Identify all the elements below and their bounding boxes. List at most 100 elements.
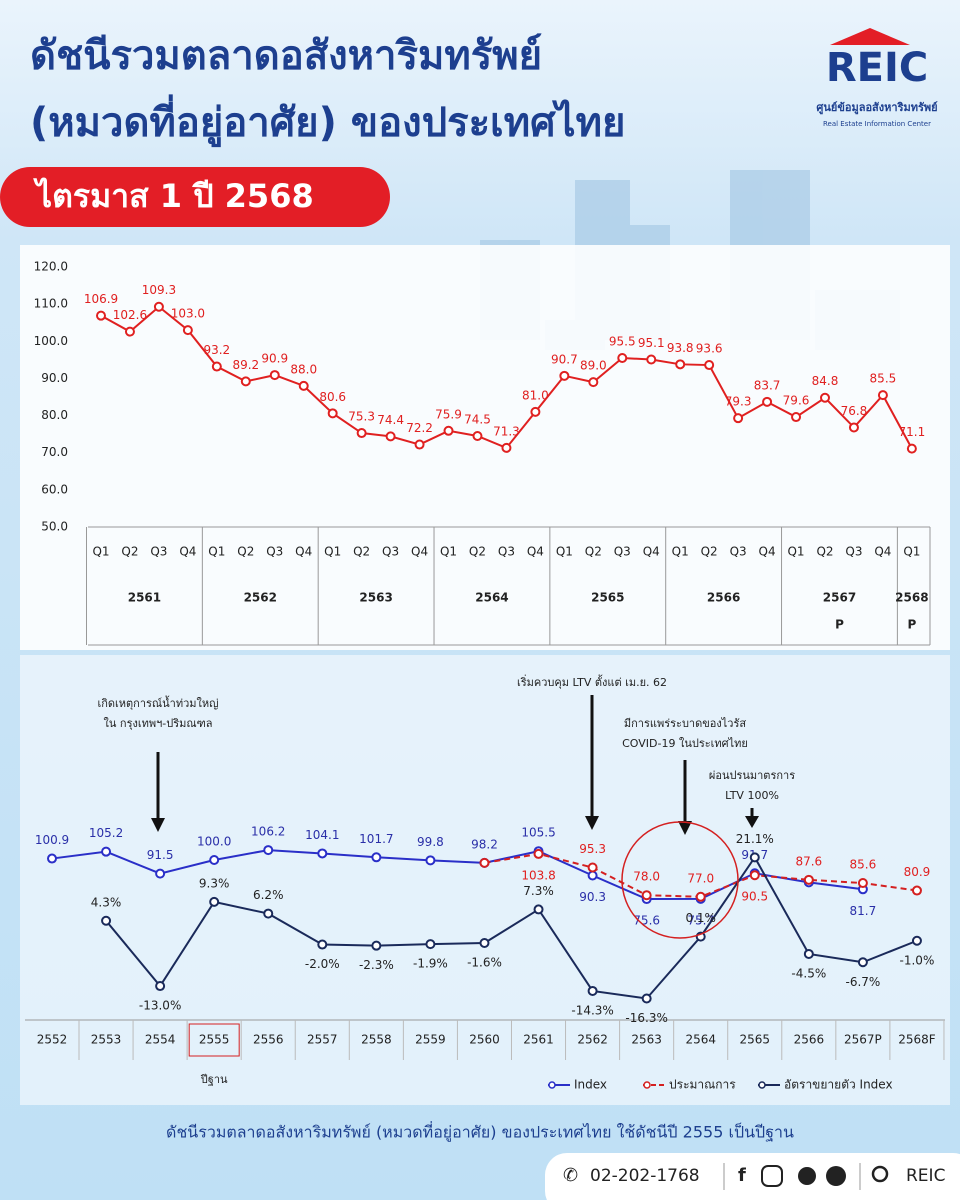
data-point xyxy=(695,891,706,902)
data-point xyxy=(263,845,274,856)
x-tick-label: 2563 xyxy=(631,1033,662,1047)
x-tick-label: Q3 xyxy=(730,545,747,559)
data-label: -16.3% xyxy=(625,1011,667,1025)
data-label: 72.2 xyxy=(406,421,433,435)
period-badge xyxy=(0,167,390,227)
annotation: มีการแพร่ระบาดของไวรัส xyxy=(624,717,746,730)
y-tick-label: 90.0 xyxy=(41,371,68,385)
x-tick-label: 2559 xyxy=(415,1033,446,1047)
group-note: P xyxy=(907,618,916,632)
x-tick-label: Q4 xyxy=(411,545,428,559)
logo-roof xyxy=(830,28,910,45)
arrow-head xyxy=(678,821,692,835)
data-point xyxy=(857,957,868,968)
legend-label: อัตราขยายตัว Index xyxy=(784,1078,893,1092)
data-label: -6.7% xyxy=(845,975,880,989)
instagram-icon[interactable] xyxy=(761,1165,783,1187)
data-label: 85.5 xyxy=(870,372,897,386)
y-tick-label: 60.0 xyxy=(41,482,68,496)
data-point xyxy=(559,370,570,381)
title: (หมวดที่อยู่อาศัย) ของประเทศไทย xyxy=(30,94,625,147)
data-label: -2.3% xyxy=(359,958,394,972)
y-tick-label: 120.0 xyxy=(34,260,68,274)
data-label: 95.1 xyxy=(638,336,665,350)
data-point xyxy=(240,376,251,387)
data-point xyxy=(371,940,382,951)
data-label: 98.2 xyxy=(471,837,498,851)
data-label: 100.9 xyxy=(35,833,69,847)
period: ไตรมาส 1 ปี 2568 xyxy=(33,177,314,215)
x-tick-label: 2557 xyxy=(307,1033,338,1047)
data-point xyxy=(155,868,166,879)
data-label: 7.3% xyxy=(523,884,554,898)
data-point xyxy=(906,443,917,454)
data-point xyxy=(124,326,135,337)
data-label: 89.2 xyxy=(232,358,259,372)
data-point xyxy=(317,848,328,859)
data-point xyxy=(356,428,367,439)
x-tick-label: Q2 xyxy=(701,545,718,559)
x-tick-label: 2562 xyxy=(577,1033,608,1047)
logo-th: ศูนย์ข้อมูลอสังหาริมทรัพย์ xyxy=(816,101,937,115)
phone-icon: ✆ xyxy=(563,1165,578,1186)
annotation: LTV 100% xyxy=(725,789,779,802)
data-point xyxy=(101,915,112,926)
data-label: 93.8 xyxy=(667,341,694,355)
x-tick-label: 2558 xyxy=(361,1033,392,1047)
y-tick-label: 70.0 xyxy=(41,445,68,459)
data-label: -1.6% xyxy=(467,956,502,970)
data-label: 109.3 xyxy=(142,283,176,297)
data-label: 0.1% xyxy=(685,911,716,925)
data-point xyxy=(425,939,436,950)
group-label: 2562 xyxy=(244,591,277,605)
facebook-icon[interactable]: f xyxy=(738,1165,746,1186)
x-tick-label: Q2 xyxy=(353,545,370,559)
data-label: 77.0 xyxy=(687,871,714,885)
x-tick-label: Q3 xyxy=(498,545,515,559)
twitter-icon[interactable] xyxy=(798,1167,816,1185)
data-point xyxy=(533,848,544,859)
x-tick-label: 2567P xyxy=(844,1033,882,1047)
data-label: -4.5% xyxy=(791,966,826,980)
x-tick-label: 2568F xyxy=(898,1033,936,1047)
group-label: 2568 xyxy=(895,591,928,605)
x-tick-label: 2554 xyxy=(145,1033,176,1047)
caption: ดัชนีรวมตลาดอสังหาริมทรัพย์ (หมวดที่อยู่… xyxy=(166,1121,794,1143)
x-tick-label: Q2 xyxy=(816,545,833,559)
data-label: 91.5 xyxy=(147,848,174,862)
data-point xyxy=(803,948,814,959)
phone[interactable]: 02-202-1768 xyxy=(590,1166,700,1186)
legend-marker xyxy=(548,1081,556,1089)
line-icon[interactable] xyxy=(826,1166,846,1186)
annotation: ใน กรุงเทพฯ-ปริมณฑล xyxy=(104,717,213,730)
data-point xyxy=(533,904,544,915)
x-tick-label: Q3 xyxy=(614,545,631,559)
data-label: 99.8 xyxy=(417,835,444,849)
data-point xyxy=(385,431,396,442)
y-tick-label: 100.0 xyxy=(34,334,68,348)
data-label: 93.6 xyxy=(696,342,723,356)
annotation: เกิดเหตุการณ์น้ำท่วมใหญ่ xyxy=(97,695,218,710)
annotation: COVID-19 ในประเทศไทย xyxy=(622,737,748,750)
base-year-box xyxy=(188,1023,240,1057)
x-tick-label: Q4 xyxy=(874,545,891,559)
data-point xyxy=(675,359,686,370)
x-tick-label: 2565 xyxy=(740,1033,771,1047)
annotation: เริ่มควบคุม LTV ตั้งแต่ เม.ย. 62 xyxy=(517,674,667,689)
data-point xyxy=(501,442,512,453)
data-label: 102.6 xyxy=(113,308,147,322)
data-point xyxy=(641,993,652,1004)
data-label: 87.6 xyxy=(795,854,822,868)
data-label: 74.4 xyxy=(377,413,404,427)
data-point xyxy=(588,377,599,388)
data-point xyxy=(911,885,922,896)
x-tick-label: Q3 xyxy=(150,545,167,559)
search-icon[interactable] xyxy=(871,1165,889,1183)
x-tick-label: Q4 xyxy=(295,545,312,559)
search-text[interactable]: REIC xyxy=(906,1166,945,1186)
data-point xyxy=(820,392,830,403)
data-point xyxy=(762,396,773,407)
data-label: 88.0 xyxy=(290,362,317,376)
x-tick-label: Q3 xyxy=(266,545,283,559)
data-label: 79.6 xyxy=(783,394,810,408)
